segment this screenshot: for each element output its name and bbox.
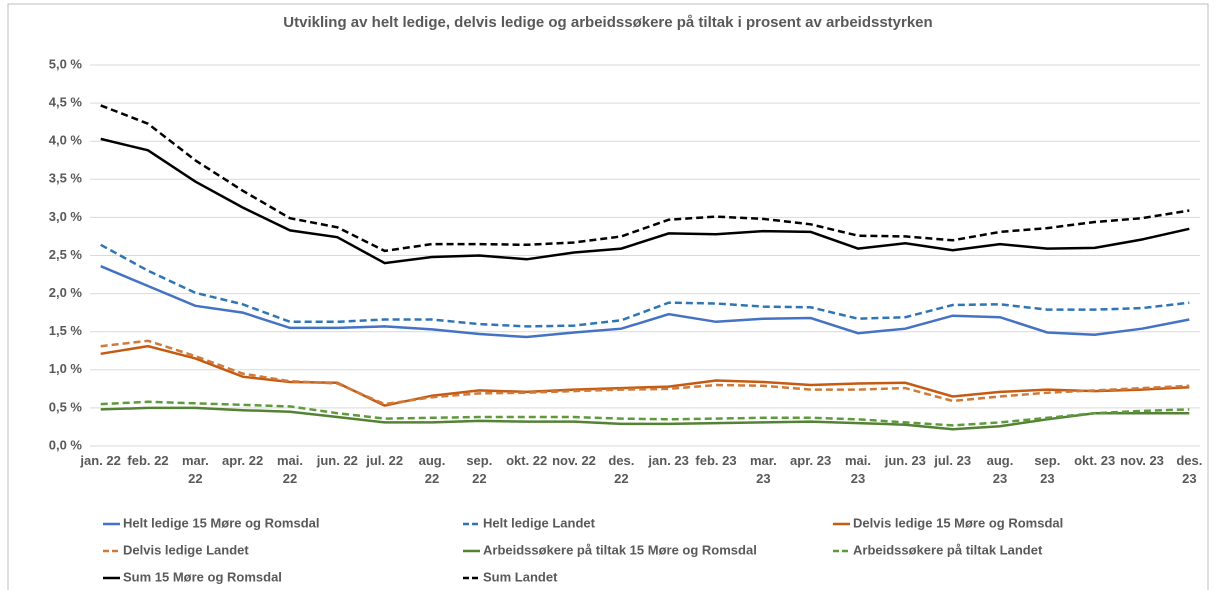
y-tick-label: 2,0 %: [49, 285, 83, 300]
y-tick-label: 3,5 %: [49, 171, 83, 186]
y-tick-label: 5,0 %: [49, 56, 83, 71]
series-line: [100, 104, 1190, 253]
x-tick-label: sep. 23: [1034, 453, 1061, 486]
x-tick-label-box: mai. 23: [844, 453, 871, 486]
x-tick-label: okt. 23: [1074, 453, 1116, 468]
y-tick-label: 0,0 %: [49, 437, 83, 452]
x-tick-label-box: jun. 23: [884, 453, 926, 468]
x-tick-label-box: mar. 23: [749, 453, 777, 486]
y-tick-label: 2,5 %: [49, 247, 83, 262]
series-line: [100, 243, 1190, 328]
x-tick-label: feb. 22: [127, 453, 169, 468]
legend-label: Sum Landet: [483, 569, 558, 584]
x-tick-label: des. 23: [1176, 453, 1203, 486]
x-tick-label: sep. 22: [466, 453, 493, 486]
x-tick-label: mar. 22: [181, 453, 209, 486]
y-tick-label: 4,0 %: [49, 133, 83, 148]
x-tick-label-box: nov. 22: [552, 453, 596, 468]
series-line: [100, 265, 1190, 339]
legend-label: Helt ledige Landet: [483, 515, 596, 530]
x-tick-label: feb. 23: [695, 453, 737, 468]
x-tick-label: jun. 23: [884, 453, 926, 468]
x-tick-label-box: feb. 23: [695, 453, 737, 468]
x-tick-label: jul. 22: [366, 453, 404, 468]
x-tick-label-box: sep. 22: [466, 453, 493, 486]
x-tick-label-box: jul. 23: [934, 453, 972, 468]
x-tick-label: aug. 23: [986, 453, 1014, 486]
y-tick-label: 1,0 %: [49, 361, 83, 376]
x-tick-label-box: apr. 23: [790, 453, 832, 468]
legend-label: Sum 15 Møre og Romsdal: [123, 569, 282, 584]
x-tick-label-box: aug. 23: [986, 453, 1014, 486]
y-tick-label: 3,0 %: [49, 209, 83, 224]
x-tick-label: okt. 22: [506, 453, 548, 468]
x-tick-label-box: mar. 22: [181, 453, 209, 486]
x-tick-label: mar. 23: [749, 453, 777, 486]
legend-label: Delvis ledige Landet: [123, 542, 249, 557]
x-tick-label-box: okt. 23: [1074, 453, 1116, 468]
x-tick-label: nov. 23: [1120, 453, 1164, 468]
x-tick-label: aug. 22: [418, 453, 446, 486]
x-tick-label-box: des. 22: [608, 453, 635, 486]
x-tick-label: mai. 22: [276, 453, 303, 486]
x-tick-label: jul. 23: [934, 453, 972, 468]
series-line: [100, 137, 1190, 265]
x-tick-label-box: jan. 22: [80, 453, 121, 468]
x-tick-label-box: jan. 23: [648, 453, 689, 468]
x-tick-label-box: feb. 22: [127, 453, 169, 468]
x-tick-label-box: jun. 22: [316, 453, 358, 468]
x-tick-label: des. 22: [608, 453, 635, 486]
x-tick-label: mai. 23: [844, 453, 871, 486]
legend-label: Arbeidssøkere på tiltak Landet: [853, 542, 1043, 557]
x-tick-label-box: apr. 22: [222, 453, 264, 468]
x-tick-label: jan. 23: [648, 453, 689, 468]
x-tick-label-box: okt. 22: [506, 453, 548, 468]
chart-frame: [7, 3, 1209, 590]
x-tick-label: nov. 22: [552, 453, 596, 468]
series-line: [100, 406, 1190, 431]
x-tick-label-box: sep. 23: [1034, 453, 1061, 486]
legend-label: Delvis ledige 15 Møre og Romsdal: [853, 515, 1063, 530]
x-tick-label: apr. 22: [222, 453, 264, 468]
y-tick-label: 4,5 %: [49, 95, 83, 110]
x-tick-label-box: des. 23: [1176, 453, 1203, 486]
x-tick-label: jun. 22: [316, 453, 358, 468]
x-tick-label: jan. 22: [80, 453, 121, 468]
series-line: [100, 339, 1190, 406]
legend-label: Helt ledige 15 Møre og Romsdal: [123, 515, 320, 530]
x-tick-label-box: nov. 23: [1120, 453, 1164, 468]
chart-title: Utvikling av helt ledige, delvis ledige …: [283, 14, 932, 31]
x-tick-label-box: mai. 22: [276, 453, 303, 486]
series-line: [100, 400, 1190, 427]
y-tick-label: 0,5 %: [49, 399, 83, 414]
x-tick-label-box: aug. 22: [418, 453, 446, 486]
x-tick-label: apr. 23: [790, 453, 832, 468]
legend-label: Arbeidssøkere på tiltak 15 Møre og Romsd…: [483, 542, 757, 557]
y-tick-label: 1,5 %: [49, 323, 83, 338]
x-tick-label-box: jul. 22: [366, 453, 404, 468]
